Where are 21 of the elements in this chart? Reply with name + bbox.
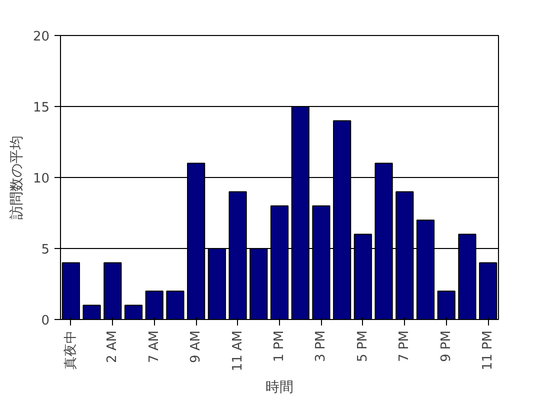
x-tick-label: 11 PM: [480, 330, 496, 370]
x-axis-title: 時間: [266, 379, 294, 396]
x-tick-label: 5 PM: [355, 330, 370, 362]
x-tick-label: 9 PM: [438, 330, 454, 362]
x-tick-label: 7 PM: [397, 330, 412, 362]
x-tick-label: 9 AM: [188, 330, 204, 364]
x-tick-label: 11 AM: [230, 330, 246, 372]
x-tick-label: 3 PM: [314, 330, 329, 362]
x-tick-label: 真夜中: [62, 330, 78, 370]
bar: [82, 304, 101, 320]
bar: [124, 304, 143, 320]
y-tick-label: 15: [32, 100, 50, 116]
x-tick-label: 7 AM: [146, 330, 162, 364]
x-tick-label: 2 AM: [105, 330, 120, 364]
y-tick-label: 20: [32, 30, 50, 44]
x-tick-label: 1 PM: [272, 330, 287, 362]
bar: [166, 290, 184, 320]
y-tick-label: 5: [41, 242, 50, 258]
y-tick-label: 10: [32, 172, 50, 186]
y-axis-title: 訪問数の平均: [8, 136, 25, 220]
y-tick-label: 0: [41, 314, 50, 328]
